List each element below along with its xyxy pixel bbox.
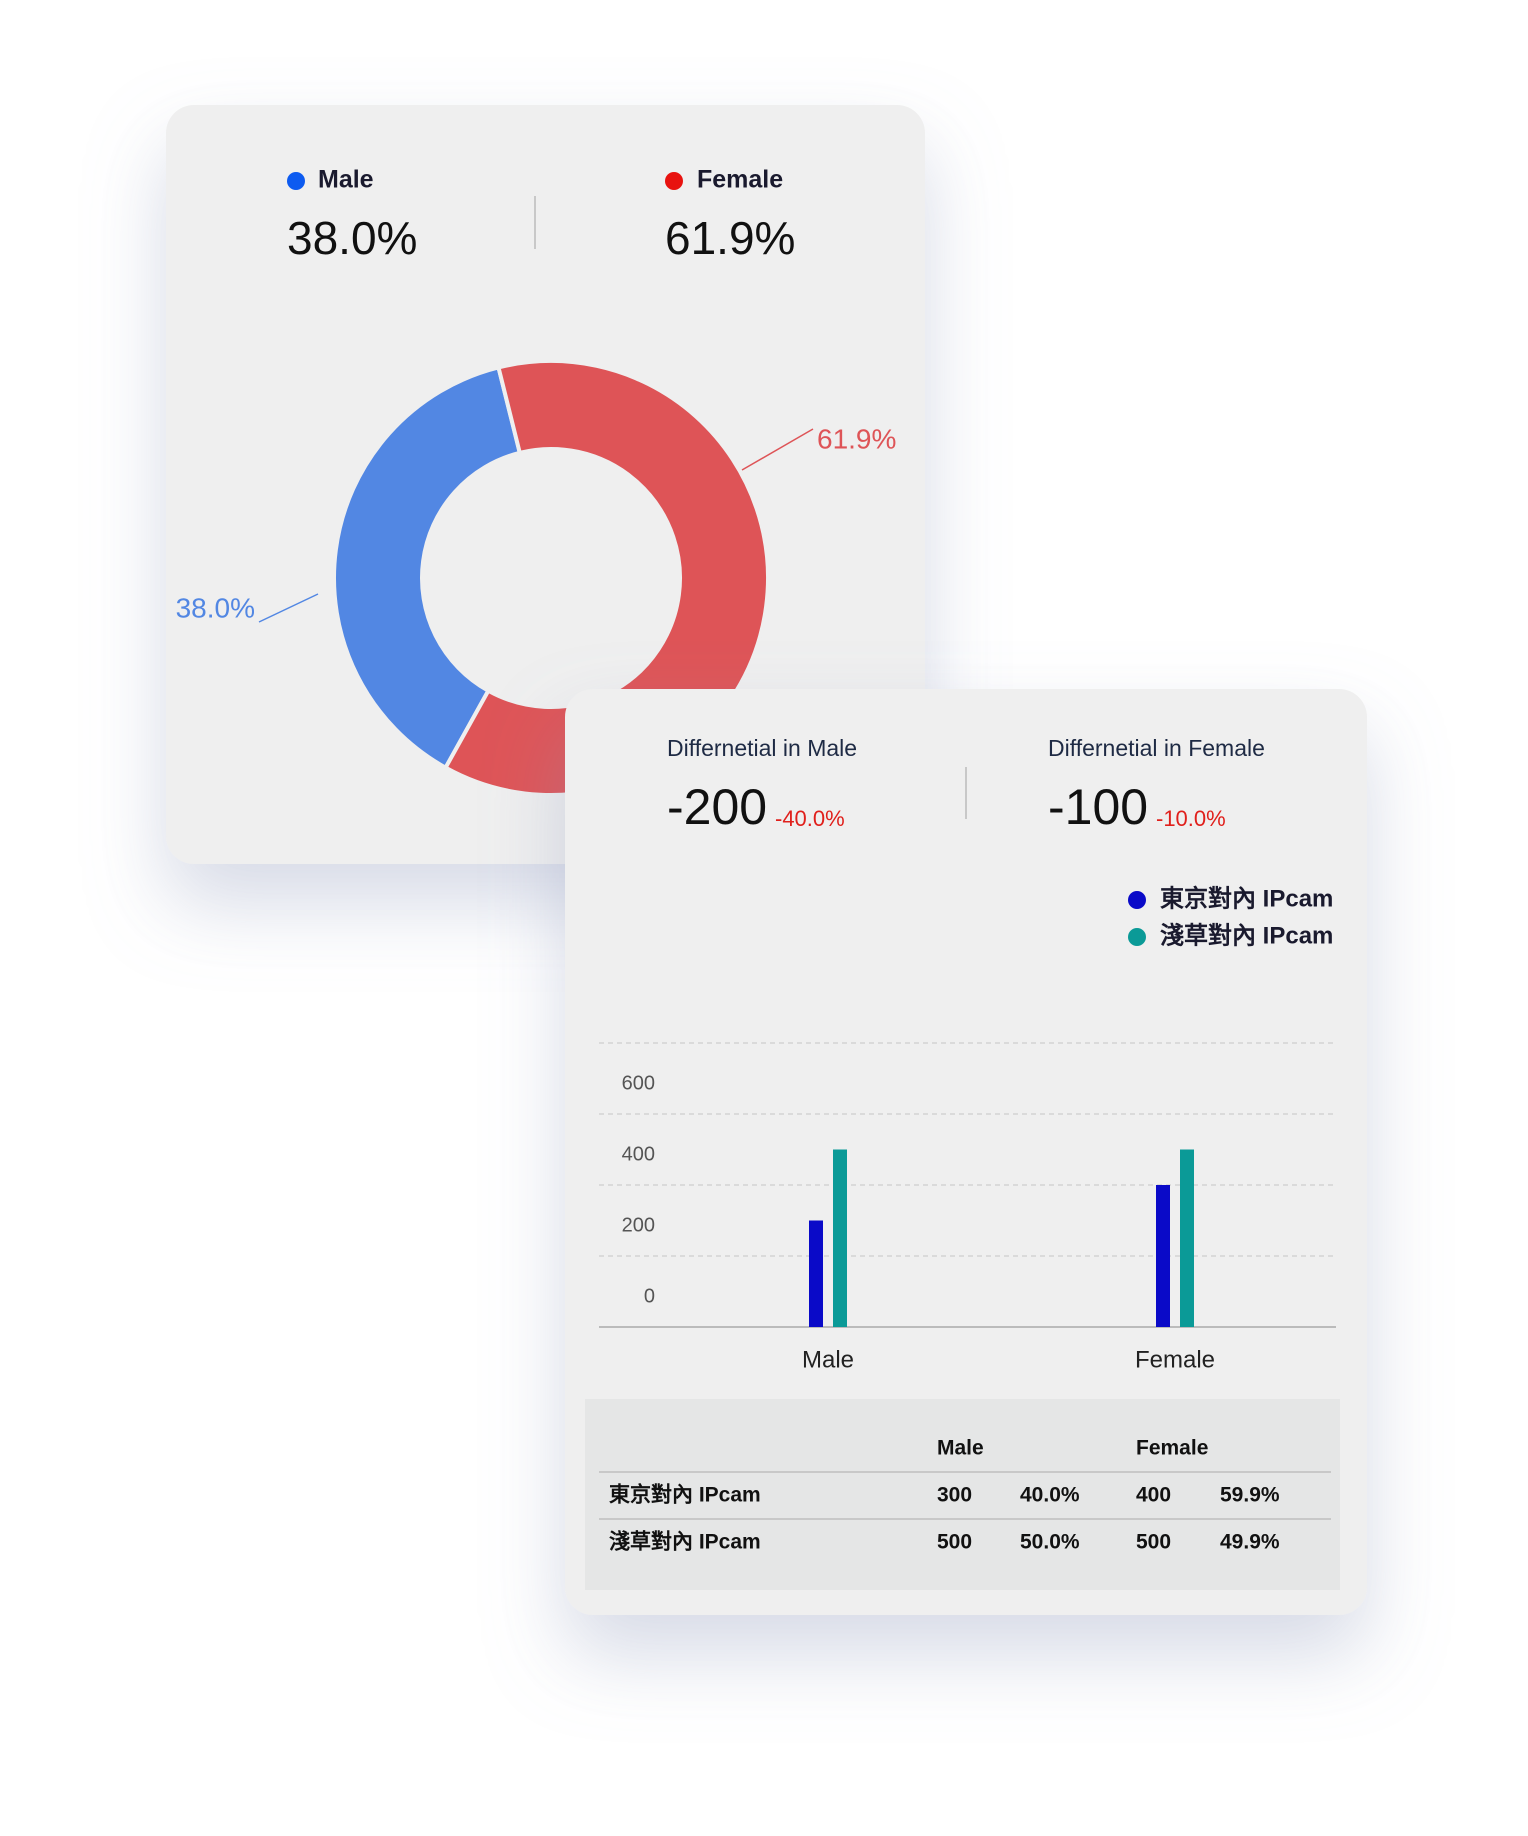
data-label: 38.0%: [176, 592, 255, 623]
legend-label: 東京對內 IPcam: [1160, 884, 1333, 912]
leader-line: [258, 593, 319, 623]
legend-dot: [1128, 891, 1146, 909]
table-bg: [585, 1399, 1340, 1590]
diff-card: [565, 689, 1367, 1615]
table-cell: 50.0%: [1020, 1531, 1080, 1554]
diff-title: Differnetial in Male: [667, 735, 857, 761]
bar: [1180, 1149, 1194, 1327]
y-tick-label: 200: [622, 1214, 655, 1236]
bar: [833, 1149, 847, 1327]
donut-segment: [332, 365, 523, 771]
bar: [1156, 1185, 1170, 1327]
table-cell: 300: [937, 1484, 972, 1507]
table-cell: 400: [1136, 1484, 1171, 1507]
table-cell: 59.9%: [1220, 1484, 1280, 1507]
legend-label: Female: [697, 166, 783, 194]
stat-value: 61.9%: [665, 212, 795, 264]
table-cell: 40.0%: [1020, 1484, 1080, 1507]
row-label: 淺草對內 IPcam: [609, 1530, 761, 1554]
diff-title: Differnetial in Female: [1048, 735, 1265, 761]
stat-value: 38.0%: [287, 212, 417, 264]
table-header: Male: [937, 1437, 984, 1460]
legend-dot: [1128, 928, 1146, 946]
diff-change: -10.0%: [1156, 806, 1226, 831]
y-tick-label: 400: [622, 1143, 655, 1165]
legend-label: Male: [318, 166, 374, 194]
x-tick-label: Female: [1135, 1346, 1215, 1373]
legend-dot: [665, 172, 683, 190]
table-cell: 49.9%: [1220, 1531, 1280, 1554]
diff-change: -40.0%: [775, 806, 845, 831]
donut-segment: [442, 359, 770, 797]
diff-value: -200: [667, 779, 767, 835]
diff-value: -100: [1048, 779, 1148, 835]
table-header: Female: [1136, 1437, 1208, 1460]
table-cell: 500: [937, 1531, 972, 1554]
legend-dot: [287, 172, 305, 190]
bar: [809, 1220, 823, 1327]
x-tick-label: Male: [802, 1346, 854, 1373]
table-cell: 500: [1136, 1531, 1171, 1554]
legend-label: 淺草對內 IPcam: [1160, 921, 1333, 949]
y-tick-label: 0: [644, 1285, 655, 1307]
row-label: 東京對內 IPcam: [609, 1483, 761, 1507]
data-label: 61.9%: [817, 423, 896, 454]
leader-line: [741, 428, 814, 471]
y-tick-label: 600: [622, 1072, 655, 1094]
